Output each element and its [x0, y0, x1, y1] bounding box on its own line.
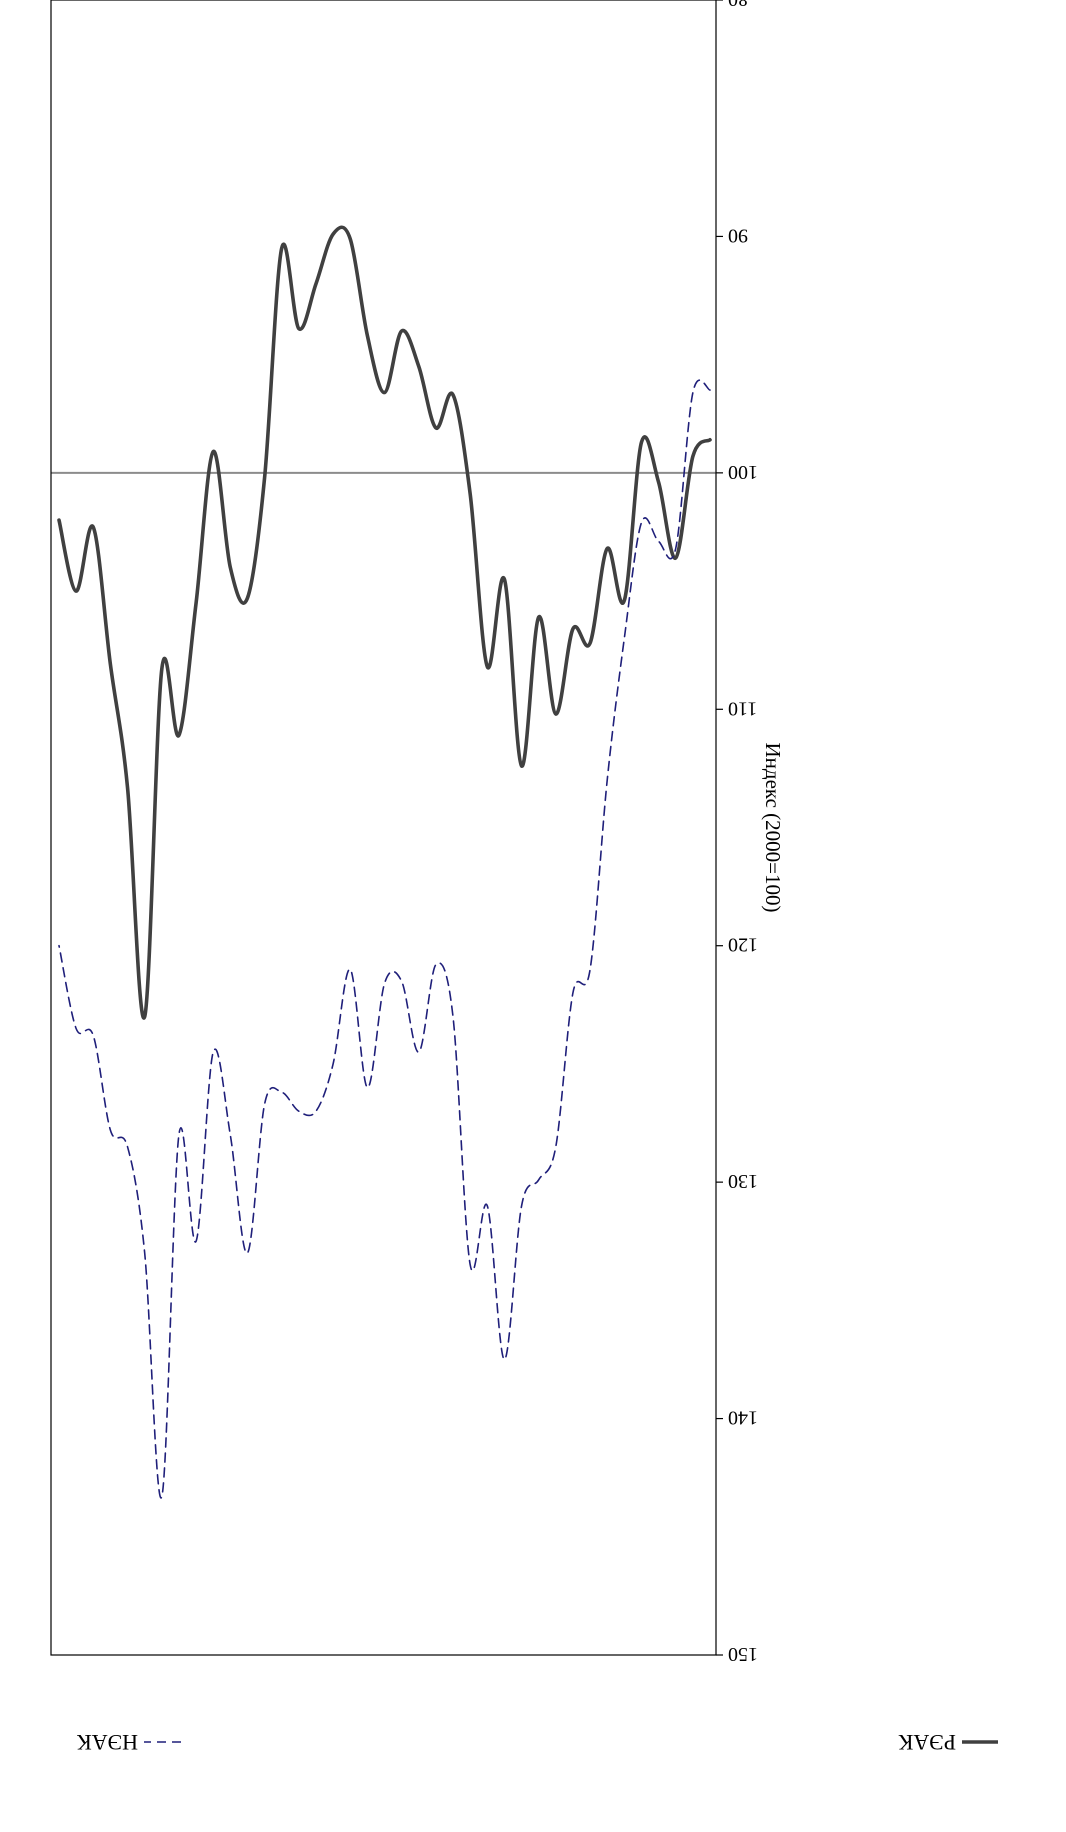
y-tick-label: 90 — [728, 224, 748, 246]
y-axis-title: Индекс (2000=100) — [761, 743, 785, 913]
y-tick-label: 140 — [728, 1407, 758, 1429]
series-line-reak — [57, 225, 712, 1020]
series-line-neak — [58, 379, 711, 1499]
plot-frame — [50, 0, 717, 1656]
y-tick-label: 130 — [728, 1170, 758, 1192]
y-tick-label: 150 — [728, 1643, 758, 1665]
y-tick-label: 110 — [728, 697, 757, 719]
legend-label-reak: РЭАК — [898, 1730, 956, 1755]
y-tick-label: 100 — [728, 461, 758, 483]
y-tick-label: 80 — [728, 0, 748, 10]
y-tick-label: 120 — [728, 934, 758, 956]
legend-label-neak: НЭАК — [77, 1730, 138, 1755]
